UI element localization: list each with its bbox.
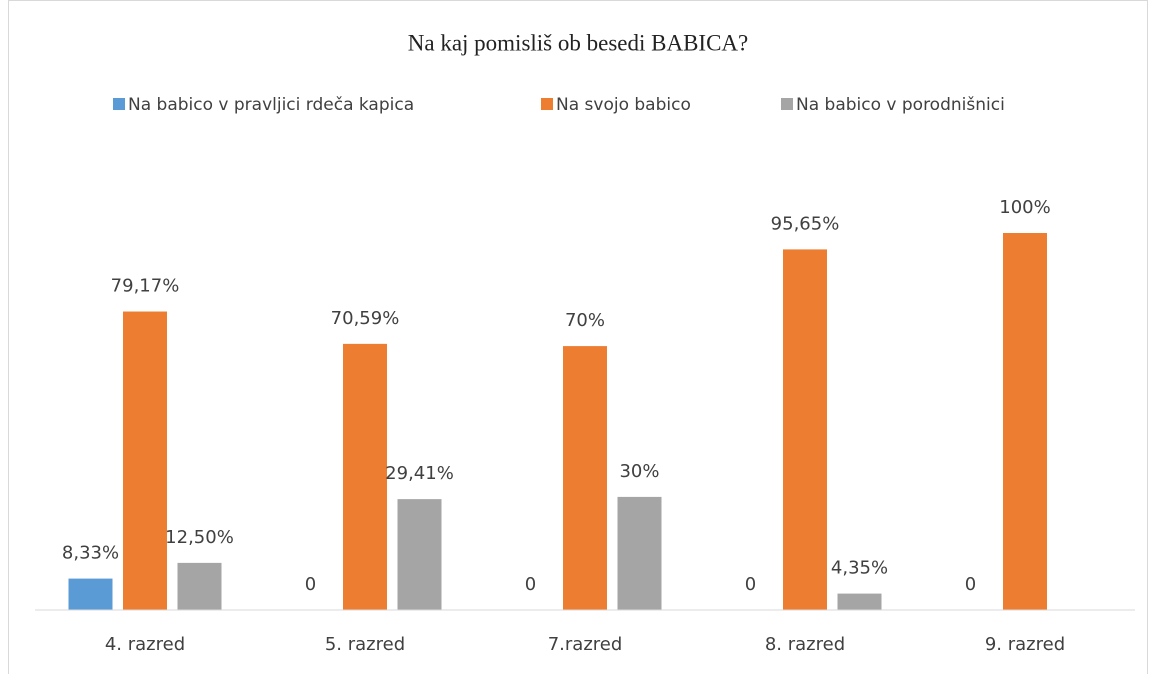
- data-label: 29,41%: [385, 463, 454, 484]
- data-label: 79,17%: [111, 276, 180, 297]
- data-label: 12,50%: [165, 527, 234, 548]
- data-label: 8,33%: [62, 543, 119, 564]
- legend-swatch: [113, 98, 125, 110]
- data-label: 4,35%: [831, 558, 888, 579]
- x-tick-label: 9. razred: [985, 634, 1065, 655]
- legend-swatch: [781, 98, 793, 110]
- legend-label: Na svojo babico: [556, 95, 691, 115]
- x-tick-label: 8. razred: [765, 634, 845, 655]
- data-label: 0: [525, 574, 536, 595]
- x-tick-label: 4. razred: [105, 634, 185, 655]
- legend-label: Na babico v pravljici rdeča kapica: [128, 95, 414, 115]
- legend-swatch: [541, 98, 553, 110]
- bar: [397, 499, 442, 610]
- bar: [123, 311, 167, 610]
- data-label: 30%: [619, 461, 659, 482]
- x-tick-label: 7.razred: [548, 634, 623, 655]
- chart-title: Na kaj pomisliš ob besedi BABICA?: [408, 30, 749, 55]
- bar: [563, 346, 607, 610]
- data-label: 0: [745, 574, 756, 595]
- bar: [68, 578, 113, 610]
- legend-label: Na babico v porodnišnici: [796, 95, 1005, 115]
- chart-border: [8, 0, 1148, 674]
- data-label: 0: [305, 574, 316, 595]
- data-label: 70%: [565, 310, 605, 331]
- data-label: 70,59%: [331, 308, 400, 329]
- data-label: 0: [965, 574, 976, 595]
- bar: [617, 496, 662, 610]
- bar: [343, 343, 387, 610]
- bar: [837, 593, 882, 610]
- data-label: 95,65%: [771, 213, 840, 234]
- bar: [1003, 233, 1047, 610]
- bar: [783, 249, 827, 610]
- data-label: 100%: [999, 197, 1050, 218]
- x-tick-label: 5. razred: [325, 634, 405, 655]
- bar: [177, 562, 222, 610]
